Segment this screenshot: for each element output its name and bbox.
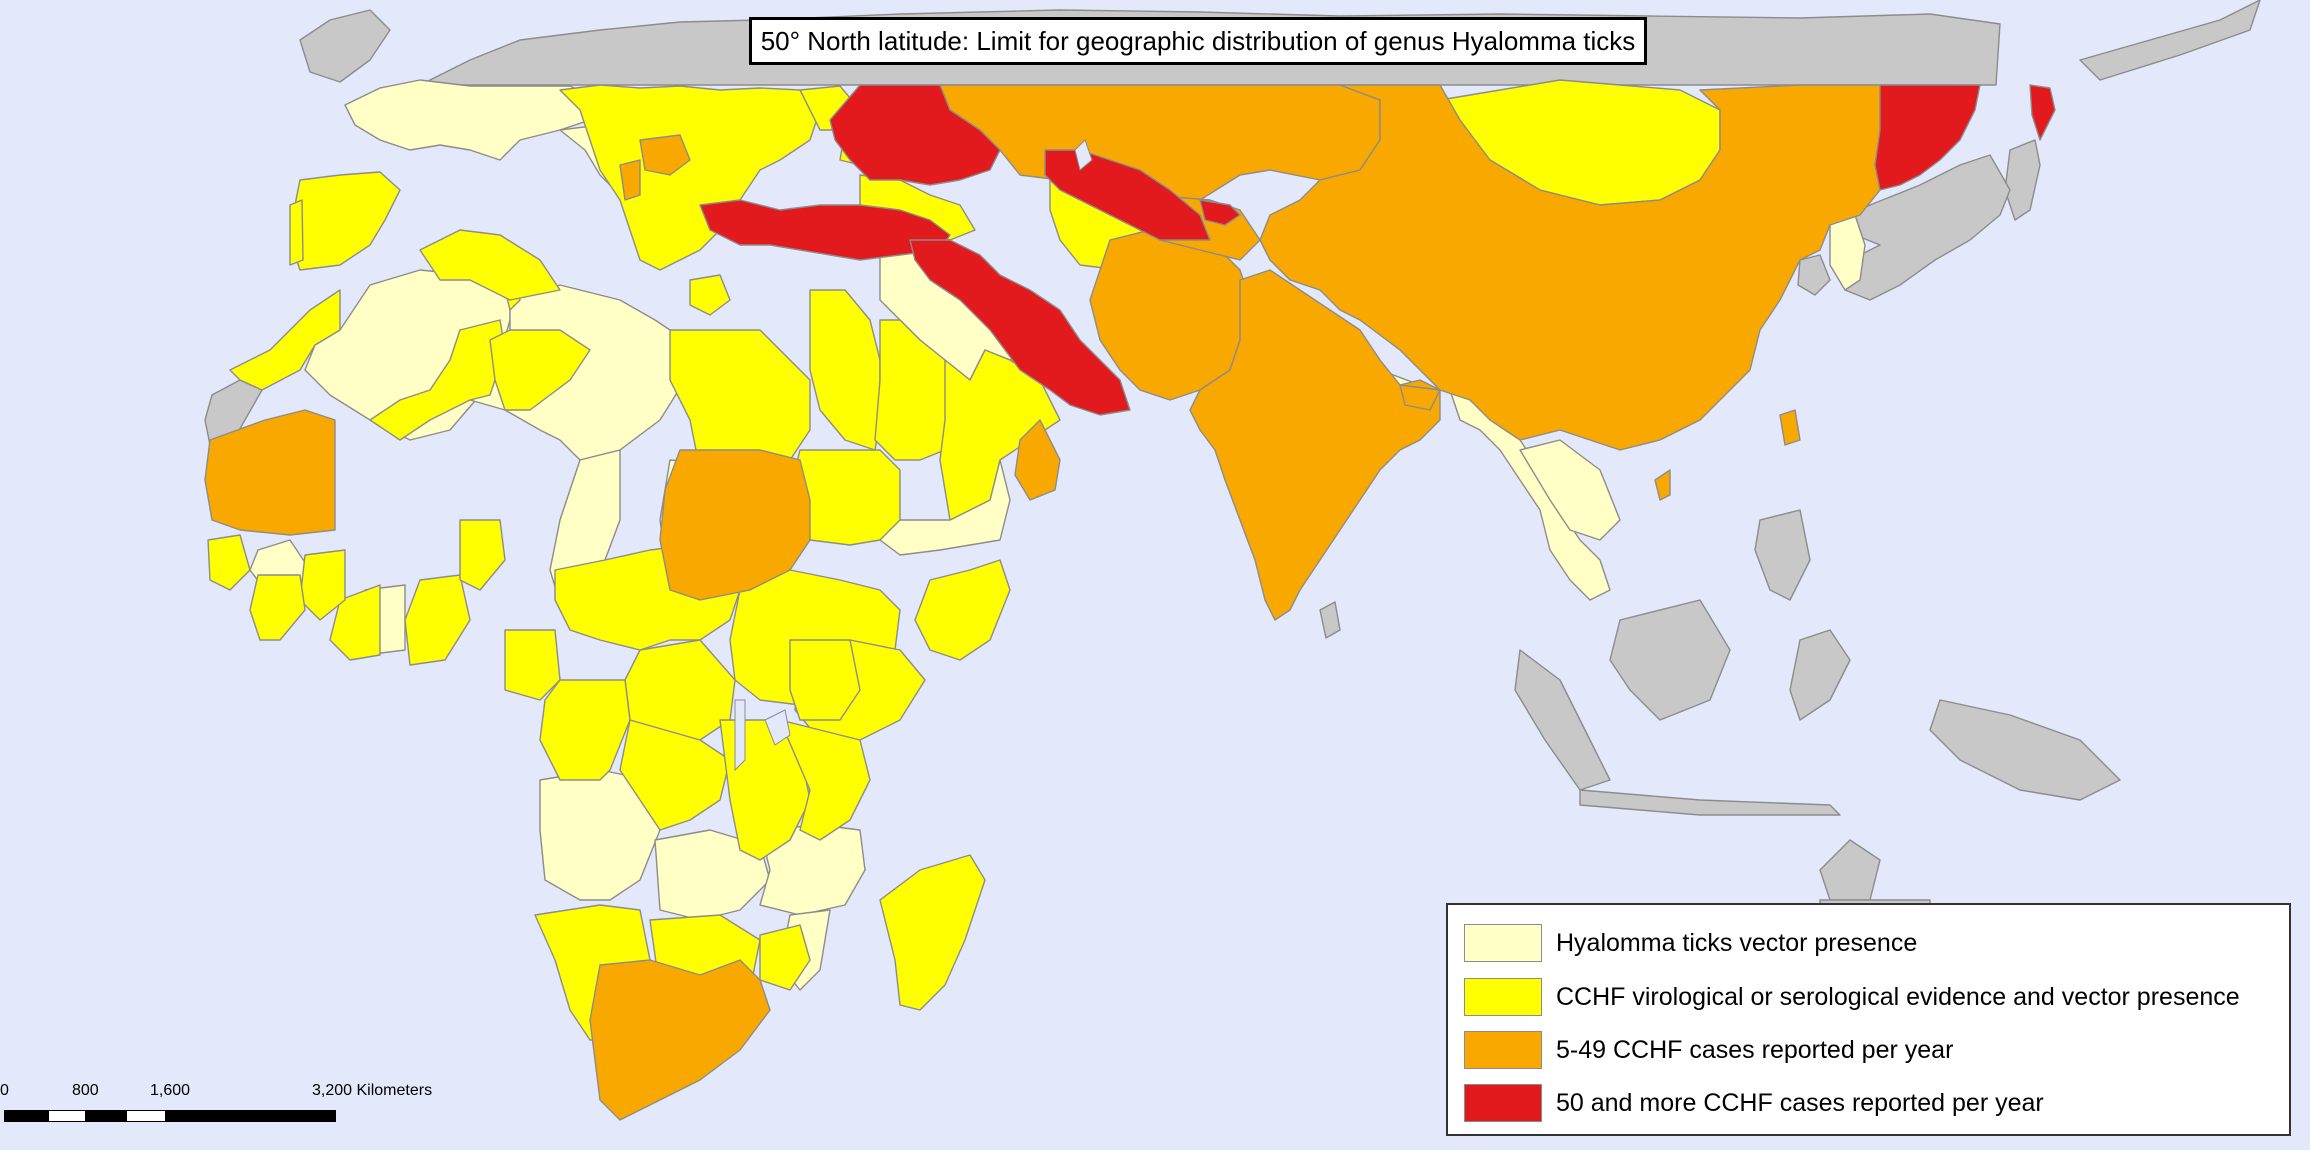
map-title-text: 50° North latitude: Limit for geographic… bbox=[760, 25, 1636, 56]
scale-bar: 0 800 1,600 3,200 Kilometers bbox=[0, 1082, 450, 1130]
legend-swatch-evidence bbox=[1464, 978, 1542, 1016]
scale-segment-3 bbox=[86, 1110, 126, 1122]
legend-swatch-vector-presence bbox=[1464, 924, 1542, 962]
legend-item-evidence: CCHF virological or serological evidence… bbox=[1464, 977, 2240, 1017]
scale-segment-1 bbox=[4, 1110, 48, 1122]
legend-item-vector-presence: Hyalomma ticks vector presence bbox=[1464, 923, 1917, 963]
cases-50-plus-countries bbox=[699, 84, 2056, 416]
legend-label-cases-5-49: 5-49 CCHF cases reported per year bbox=[1556, 1035, 1954, 1064]
legend-label-cases-50-plus: 50 and more CCHF cases reported per year bbox=[1556, 1088, 2044, 1117]
cases-5-49-countries bbox=[204, 84, 1951, 1121]
legend-swatch-cases-50-plus bbox=[1464, 1084, 1542, 1122]
scale-segment-5 bbox=[166, 1110, 336, 1122]
lakes bbox=[734, 139, 1093, 772]
scale-tick-800: 800 bbox=[72, 1082, 99, 1099]
legend-item-cases-5-49: 5-49 CCHF cases reported per year bbox=[1464, 1030, 1953, 1070]
scale-tick-0: 0 bbox=[0, 1082, 9, 1099]
legend-item-cases-50-plus: 50 and more CCHF cases reported per year bbox=[1464, 1083, 2044, 1123]
legend-label-vector-presence: Hyalomma ticks vector presence bbox=[1556, 928, 1918, 957]
legend: Hyalomma ticks vector presence CCHF viro… bbox=[1446, 903, 2291, 1136]
scale-tick-1600: 1,600 bbox=[150, 1082, 191, 1099]
scale-segment-4 bbox=[126, 1110, 166, 1122]
legend-swatch-cases-5-49 bbox=[1464, 1031, 1542, 1069]
scale-tick-3200: 3,200 Kilometers bbox=[312, 1082, 433, 1099]
legend-label-evidence: CCHF virological or serological evidence… bbox=[1556, 982, 2240, 1011]
scale-segment-2 bbox=[48, 1110, 86, 1122]
map-title: 50° North latitude: Limit for geographic… bbox=[749, 17, 1647, 65]
